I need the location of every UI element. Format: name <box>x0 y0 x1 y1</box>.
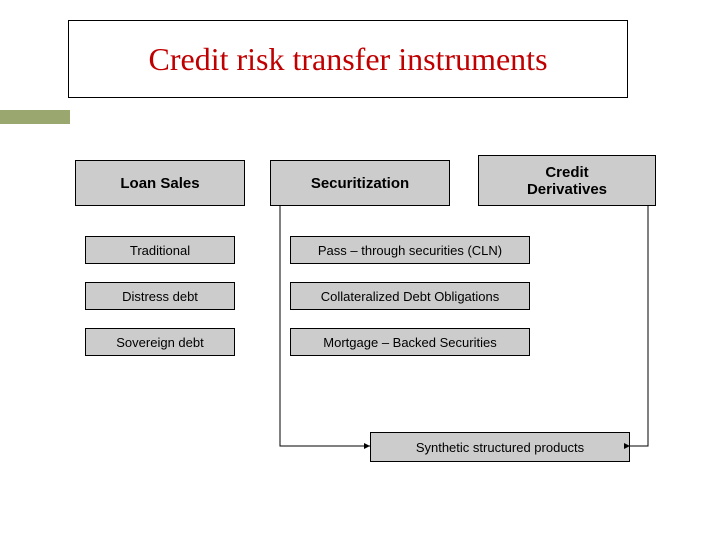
page-title: Credit risk transfer instruments <box>148 41 547 78</box>
item-distress-debt: Distress debt <box>85 282 235 310</box>
header-credit-derivatives: Credit Derivatives <box>478 155 656 206</box>
header-securitization: Securitization <box>270 160 450 206</box>
item-pass-through: Pass – through securities (CLN) <box>290 236 530 264</box>
item-traditional: Traditional <box>85 236 235 264</box>
item-cdo: Collateralized Debt Obligations <box>290 282 530 310</box>
accent-bar <box>0 110 70 124</box>
header-loan-sales: Loan Sales <box>75 160 245 206</box>
title-box: Credit risk transfer instruments <box>68 20 628 98</box>
item-sovereign-debt: Sovereign debt <box>85 328 235 356</box>
item-mbs: Mortgage – Backed Securities <box>290 328 530 356</box>
item-synthetic: Synthetic structured products <box>370 432 630 462</box>
